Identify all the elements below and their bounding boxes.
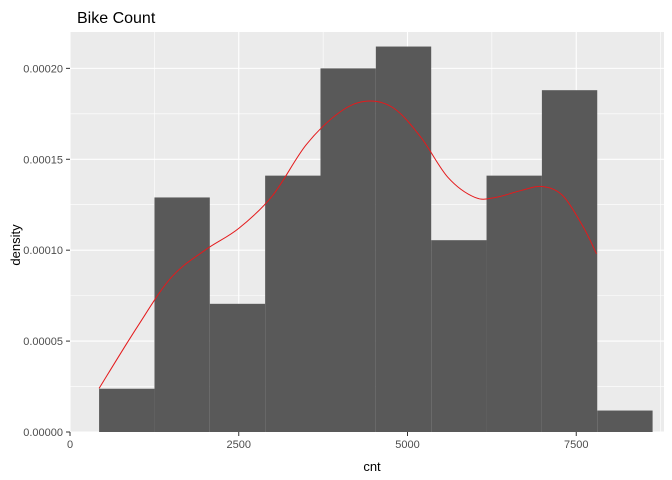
histogram-bar <box>154 197 210 432</box>
x-tick-label: 7500 <box>564 439 588 451</box>
y-axis: 0.00000 0.00005 0.00010 0.00015 0.00020 <box>23 63 70 439</box>
histogram-bar <box>375 46 432 432</box>
histogram-bar <box>541 90 598 432</box>
y-tick-label: 0.00005 <box>23 336 63 348</box>
histogram-bar <box>320 68 376 432</box>
histogram-bars <box>99 46 653 433</box>
y-tick-label: 0.00020 <box>23 63 63 75</box>
histogram-bar <box>99 388 155 432</box>
x-tick-label: 5000 <box>395 439 419 451</box>
x-tick-label: 0 <box>67 439 73 451</box>
histogram-bar <box>486 175 542 433</box>
density-curve <box>98 100 597 389</box>
y-tick-label: 0.00010 <box>23 245 63 257</box>
histogram-bar <box>431 240 487 432</box>
histogram-bar <box>265 175 321 433</box>
x-tick-label: 2500 <box>227 439 251 451</box>
histogram-bar <box>209 303 266 432</box>
y-tick-label: 0.00000 <box>23 427 63 439</box>
y-axis-title: density <box>8 224 23 266</box>
x-axis: 0 2500 5000 7500 <box>67 432 588 451</box>
histogram-bar <box>597 410 653 432</box>
chart-title: Bike Count <box>77 10 156 27</box>
y-tick-label: 0.00015 <box>23 154 63 166</box>
x-axis-title: cnt <box>363 459 381 474</box>
